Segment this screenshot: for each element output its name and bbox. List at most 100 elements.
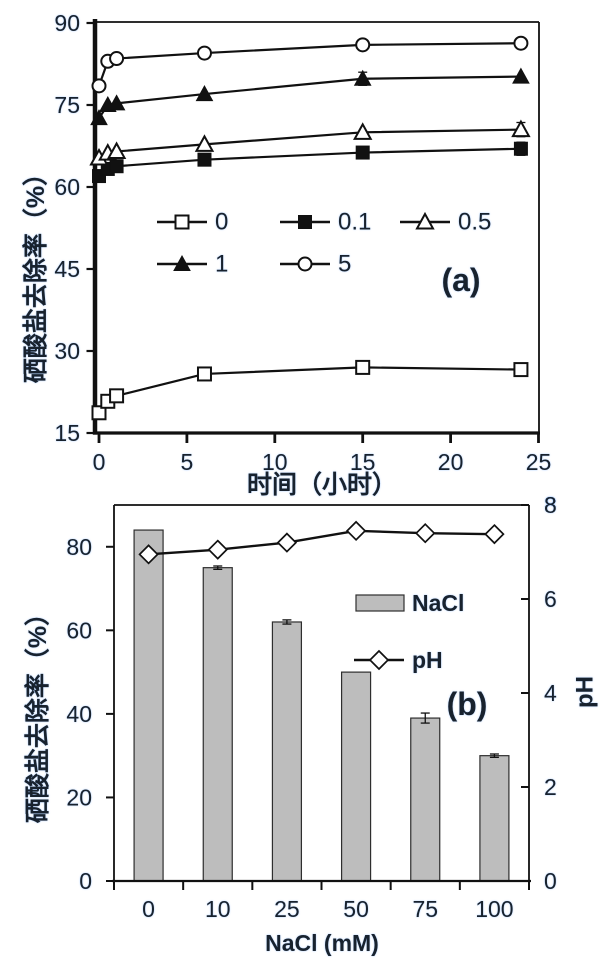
marker-circle-open: [109, 51, 125, 67]
a-series-line-0.5: [98, 128, 521, 159]
b-legend: NaCl pH: [354, 590, 464, 673]
b-y-tick-label-right: 4: [544, 680, 557, 706]
marker-triangle-filled: [353, 69, 372, 86]
marker-square-open: [91, 405, 107, 421]
marker-square-open: [355, 359, 371, 375]
a-y-axis-title: 硒酸盐去除率（%）: [21, 161, 50, 383]
b-x-tick-label: 100: [475, 896, 513, 922]
marker-triangle-open: [511, 119, 531, 138]
b-y-tick-label-left: 0: [79, 868, 92, 894]
marker-square-open: [513, 362, 529, 378]
b-y-tick-label-right: 0: [544, 868, 557, 894]
a-legend-label-1: 1: [215, 251, 228, 278]
b-x-tick-label: 50: [343, 896, 369, 922]
a-legend: 0 0.1 0.5 1 5: [157, 209, 491, 278]
b-y-axis-left: 0 20 40 60 80: [66, 534, 114, 894]
a-series-0.5: [89, 119, 531, 166]
b-y-axis-max-label: 8: [544, 492, 557, 518]
a-legend-label-0.5: 0.5: [458, 209, 491, 236]
marker-triangle-open: [415, 211, 435, 230]
marker-circle-open: [513, 35, 529, 51]
b-x-tick-label: 0: [142, 896, 155, 922]
b-ph-series: [138, 520, 505, 565]
marker-triangle-open: [353, 122, 373, 140]
marker-diamond-open: [138, 544, 159, 565]
a-series-line-0.1: [98, 147, 521, 177]
marker-square-open: [174, 214, 190, 230]
b-y-axis-title-left: 硒酸盐去除率（%）: [23, 601, 52, 823]
b-y-tick-label-left: 80: [66, 534, 92, 560]
marker-diamond-open: [345, 520, 367, 542]
marker-circle-open: [297, 256, 313, 272]
a-x-tick-label: 0: [93, 449, 106, 475]
a-x-axis: 0 5 10 15 20 25: [93, 433, 552, 475]
a-series-line-5: [97, 42, 521, 87]
a-series-line-0: [98, 366, 521, 414]
b-bars: [133, 529, 510, 882]
marker-triangle-filled: [173, 254, 191, 271]
a-series-line-1: [98, 75, 521, 119]
b-y-tick-label-right: 2: [544, 774, 557, 800]
a-y-tick-label: 30: [54, 338, 80, 364]
marker-diamond-open: [207, 539, 228, 560]
marker-circle-open: [355, 37, 371, 53]
panel-a-label: (a): [441, 262, 480, 298]
marker-square-filled: [109, 159, 124, 174]
a-series-1: [90, 67, 530, 126]
marker-square-open: [109, 388, 125, 404]
a-y-axis: 15 30 45 60 75 90: [54, 10, 95, 446]
a-x-tick-label: 25: [526, 449, 552, 475]
marker-diamond-open: [415, 522, 436, 544]
marker-diamond-open: [368, 649, 390, 671]
a-x-axis-title: 时间（小时）: [247, 470, 397, 499]
b-x-tick-label: 10: [205, 896, 231, 922]
marker-diamond-open: [484, 523, 505, 545]
marker-square-open: [196, 366, 212, 382]
b-y-tick-label-left: 40: [66, 701, 92, 727]
b-legend-label-ph: pH: [412, 647, 443, 673]
a-legend-label-0.1: 0.1: [338, 209, 371, 236]
a-y-tick-label: 45: [54, 256, 80, 282]
marker-triangle-filled: [512, 67, 530, 84]
marker-square-filled: [355, 145, 370, 160]
marker-triangle-open: [106, 141, 127, 159]
a-x-tick-label: 10: [262, 449, 288, 475]
a-x-tick-label: 5: [181, 449, 194, 475]
b-y-tick-label-left: 20: [66, 784, 92, 810]
marker-triangle-filled: [195, 85, 214, 102]
marker-square-filled: [298, 215, 312, 229]
marker-triangle-filled: [107, 94, 126, 111]
b-legend-swatch-nacl: [355, 594, 405, 612]
marker-triangle-filled: [90, 109, 108, 126]
a-x-tick-label: 20: [438, 449, 464, 475]
b-y-tick-label-left: 60: [66, 617, 92, 643]
b-x-axis-title: NaCl (mM): [265, 930, 379, 956]
marker-diamond-open: [276, 532, 298, 553]
marker-square-filled: [513, 141, 528, 156]
a-legend-label-0: 0: [215, 209, 228, 236]
marker-triangle-open: [194, 134, 215, 152]
a-series-5: [91, 35, 529, 94]
a-y-tick-label: 15: [54, 420, 80, 446]
marker-square-filled: [197, 152, 212, 167]
a-x-tick-label: 15: [350, 449, 376, 475]
a-series-0: [91, 359, 529, 421]
b-y-tick-label-right: 6: [544, 586, 557, 612]
b-y-tick-label-right: 8: [544, 492, 557, 518]
b-bar-75: [410, 717, 441, 882]
a-y-tick-label: 90: [54, 10, 80, 36]
b-x-axis: 0 10 25 50 75 100: [113, 881, 530, 922]
b-legend-label-nacl: NaCl: [412, 590, 464, 616]
b-bar-100: [479, 755, 510, 882]
marker-circle-open: [196, 45, 212, 61]
b-x-tick-label: 25: [274, 896, 300, 922]
b-bar-50: [340, 671, 372, 882]
a-legend-label-5: 5: [338, 251, 351, 278]
b-y-axis-title-right: pH: [572, 676, 599, 708]
